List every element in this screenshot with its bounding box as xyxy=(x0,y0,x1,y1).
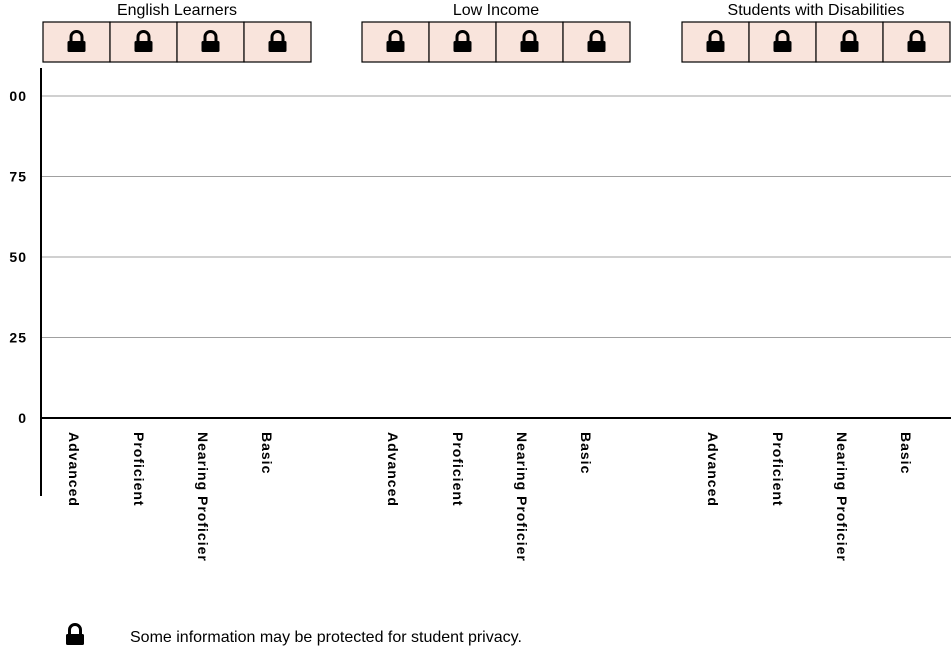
x-tick-label: Nearing Proficier xyxy=(195,432,211,562)
groups: English Learners Advanced Proficient Nearin… xyxy=(42,2,951,562)
axes xyxy=(40,68,951,496)
lock-icon xyxy=(587,30,606,52)
y-tick-label: 75 xyxy=(9,169,27,185)
group-title: Students with Disabilities xyxy=(728,2,905,19)
footnote: Some information may be protected for st… xyxy=(66,623,522,646)
x-tick-label: Basic xyxy=(259,432,275,474)
y-tick-labels: 0 25 50 75 00 xyxy=(9,88,27,426)
group-title: English Learners xyxy=(117,2,237,19)
y-tick-label: 00 xyxy=(9,88,27,104)
lock-icon xyxy=(268,30,287,52)
lock-icon xyxy=(453,30,472,52)
grid-lines xyxy=(41,95,951,338)
y-tick-label: 50 xyxy=(9,249,27,265)
x-tick-label: Basic xyxy=(898,432,914,474)
x-tick-label: Advanced xyxy=(385,432,401,507)
group-2: Students with Disabilities Advanced Profic… xyxy=(681,2,951,562)
x-tick-label: Proficient xyxy=(131,432,147,507)
x-tick-label: Proficient xyxy=(450,432,466,507)
x-tick-label: Advanced xyxy=(705,432,721,507)
y-tick-label: 25 xyxy=(9,330,27,346)
lock-icon xyxy=(907,30,926,52)
x-tick-label: Basic xyxy=(578,432,594,474)
x-tick-label: Advanced xyxy=(66,432,82,507)
suppressed-cell xyxy=(428,21,497,63)
lock-icon xyxy=(773,30,792,52)
lock-icon xyxy=(134,30,153,52)
lock-icon xyxy=(66,623,84,645)
y-tick-label: 0 xyxy=(18,410,27,426)
lock-icon xyxy=(520,30,539,52)
lock-icon xyxy=(67,30,86,52)
lock-icon xyxy=(201,30,220,52)
footnote-text: Some information may be protected for st… xyxy=(130,629,522,646)
lock-icon xyxy=(66,623,84,645)
group-0: English Learners Advanced Proficient Nearin… xyxy=(42,2,312,562)
x-tick-label: Proficient xyxy=(770,432,786,507)
lock-icon xyxy=(706,30,725,52)
suppressed-cell xyxy=(42,21,111,63)
lock-icon xyxy=(386,30,405,52)
group-1: Low Income Advanced Proficient Nearing Prof… xyxy=(361,2,631,562)
x-tick-label: Nearing Proficier xyxy=(834,432,850,562)
group-title: Low Income xyxy=(453,2,539,19)
lock-icon xyxy=(840,30,859,52)
x-tick-label: Nearing Proficier xyxy=(514,432,530,562)
